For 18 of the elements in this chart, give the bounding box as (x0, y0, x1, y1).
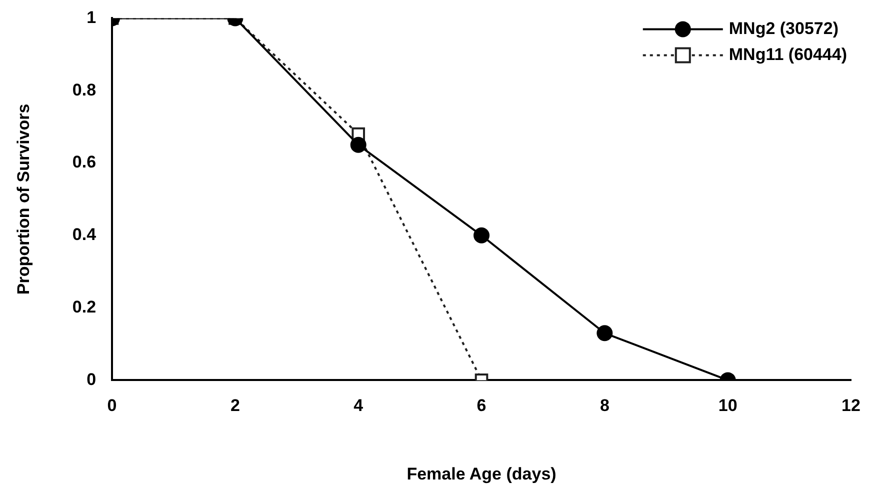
y-tick-label: 0.8 (72, 80, 96, 100)
y-tick-label: 0 (86, 370, 96, 389)
y-tick-label: 0.4 (72, 225, 97, 244)
y-axis-title: Proportion of Survivors (14, 104, 33, 295)
y-tick-label: 0.2 (72, 297, 96, 316)
x-tick-label: 10 (718, 396, 738, 416)
y-tick-label: 1 (86, 8, 96, 27)
legend-label: MNg11 (60444) (728, 44, 848, 64)
legend-label: MNg2 (30572) (728, 18, 838, 38)
x-tick-label: 12 (842, 396, 860, 416)
x-tick-label: 6 (476, 396, 486, 416)
x-tick-label: 8 (600, 396, 610, 416)
y-tick-label: 0.6 (72, 152, 96, 172)
x-tick-label: 4 (354, 396, 364, 416)
x-axis-title: Female Age (days) (406, 464, 556, 484)
point (474, 227, 490, 244)
x-tick-label: 0 (107, 396, 117, 416)
x-tick-label: 2 (230, 396, 240, 416)
